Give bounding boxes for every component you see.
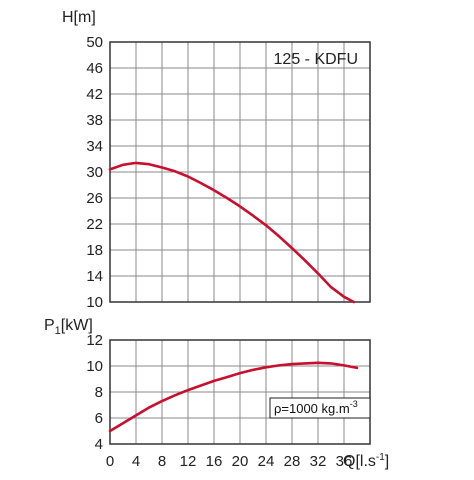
head-y-tick-label: 10 — [86, 294, 103, 311]
density-note-text: ρ=1000 kg.m — [274, 401, 350, 416]
density-note-exponent: -3 — [350, 399, 358, 409]
density-note-box: ρ=1000 kg.m-3 — [269, 397, 371, 419]
power-axis-title: P1[kW] — [44, 317, 93, 337]
head-y-tick-label: 22 — [86, 216, 103, 233]
flow-x-tick-label: 0 — [106, 453, 114, 470]
power-y-ticks: 4 6 8 10 12 — [86, 332, 103, 453]
flow-x-tick-label: 4 — [132, 453, 140, 470]
power-y-tick-label: 6 — [95, 410, 103, 427]
head-plot-frame — [109, 41, 371, 303]
power-grid — [110, 340, 370, 444]
flow-x-tick-label: 8 — [158, 453, 166, 470]
flow-x-tick-label: 24 — [258, 453, 275, 470]
model-label: 125 - KDFU — [274, 51, 358, 68]
head-y-ticks: 10 14 18 22 26 30 34 38 42 46 50 — [86, 34, 103, 311]
head-y-tick-label: 42 — [86, 86, 103, 103]
head-curve-panel: 10 14 18 22 26 30 34 38 42 46 50 H[m] 125 - KDFU — [62, 9, 371, 311]
head-y-tick-label: 38 — [86, 112, 103, 129]
power-y-tick-label: 8 — [95, 384, 103, 401]
head-y-tick-label: 14 — [86, 268, 103, 285]
head-y-tick-label: 34 — [86, 138, 103, 155]
head-y-tick-label: 26 — [86, 190, 103, 207]
flow-x-tick-label: 36 — [336, 453, 353, 470]
flow-x-tick-label: 28 — [284, 453, 301, 470]
power-plot-frame — [109, 339, 371, 445]
flow-x-ticks: 0 4 8 12 16 20 24 28 32 36 — [106, 453, 353, 470]
head-y-tick-label: 30 — [86, 164, 103, 181]
head-grid — [110, 42, 370, 302]
head-y-tick-label: 46 — [86, 60, 103, 77]
flow-axis-title: Q[l.s-1] — [343, 452, 389, 470]
power-y-tick-label: 10 — [86, 358, 103, 375]
svg-text:ρ=1000 kg.m-3: ρ=1000 kg.m-3 — [274, 399, 358, 416]
head-curve-line — [108, 161, 356, 304]
flow-x-tick-label: 32 — [310, 453, 327, 470]
flow-x-tick-label: 12 — [180, 453, 197, 470]
power-y-tick-label: 4 — [95, 436, 103, 453]
head-y-tick-label: 50 — [86, 34, 103, 51]
power-curve-line — [108, 361, 359, 433]
head-y-tick-label: 18 — [86, 242, 103, 259]
flow-x-tick-label: 20 — [232, 453, 249, 470]
power-y-tick-label: 12 — [86, 332, 103, 349]
head-axis-title: H[m] — [62, 9, 96, 26]
flow-x-tick-label: 16 — [206, 453, 223, 470]
